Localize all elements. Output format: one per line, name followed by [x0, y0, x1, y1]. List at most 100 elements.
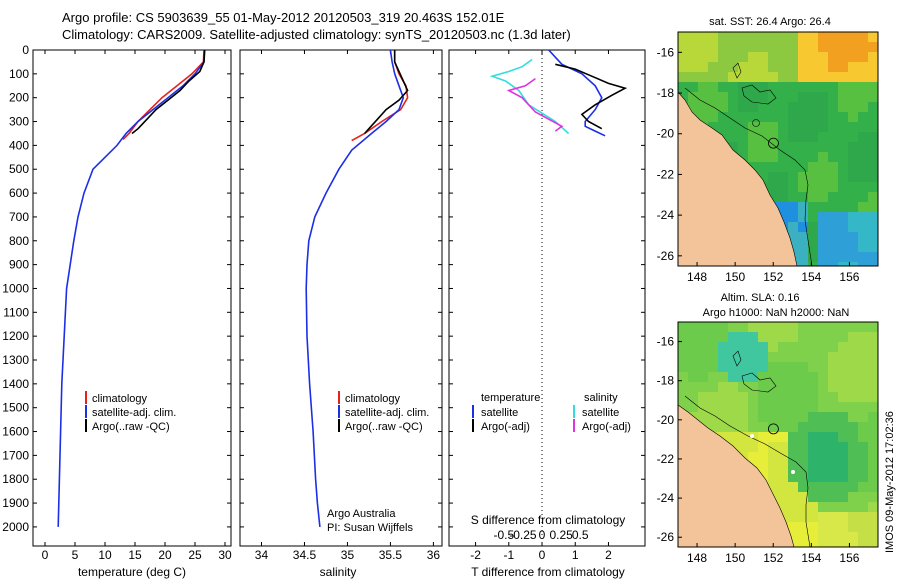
map-cell	[798, 42, 808, 52]
map-cell	[868, 372, 878, 382]
map-cell	[698, 32, 708, 42]
temperature-xtick-label-2: 10	[98, 548, 112, 562]
depth-tick-label-4: 400	[9, 138, 29, 152]
sst-shelf-contour	[684, 87, 813, 266]
map-cell	[828, 52, 838, 62]
map-cell	[818, 472, 828, 482]
map-cell	[828, 222, 838, 232]
map-cell	[678, 342, 688, 352]
map-cell	[808, 52, 818, 62]
difference-axes-box	[448, 49, 646, 547]
map-cell	[788, 432, 798, 442]
map-cell	[808, 242, 818, 252]
map-cell	[858, 92, 868, 102]
map-cell	[838, 352, 848, 362]
map-cell	[798, 502, 808, 512]
map-cell	[758, 152, 768, 162]
map-cell	[748, 132, 758, 142]
map-cell	[708, 412, 718, 422]
map-cell	[848, 142, 858, 152]
map-cell	[698, 362, 708, 372]
temperature-xtick-label-4: 20	[158, 548, 172, 562]
map-cell	[708, 422, 718, 432]
map-cell	[828, 182, 838, 192]
map-cell	[838, 372, 848, 382]
map-cell	[868, 432, 878, 442]
sla-lon-label-0: 148	[687, 551, 707, 565]
sst-lon-label-1: 150	[725, 270, 745, 284]
map-cell	[798, 202, 808, 212]
map-cell	[828, 172, 838, 182]
map-cell	[728, 362, 738, 372]
sal-legend-satellite-label: satellite-adj. clim.	[345, 407, 429, 419]
map-cell	[848, 152, 858, 162]
map-cell	[848, 422, 858, 432]
map-cell	[818, 52, 828, 62]
map-cell	[808, 492, 818, 502]
map-cell	[748, 342, 758, 352]
map-cell	[688, 372, 698, 382]
map-cell	[838, 42, 848, 52]
map-cell	[738, 62, 748, 72]
sla-lat-label-0: -16	[657, 335, 675, 349]
salinity-panel: 34 34.5 35 35.5 36 climatology satellite-adj…	[239, 49, 443, 579]
map-cell	[798, 102, 808, 112]
map-cell	[798, 462, 808, 472]
series-temperature-0	[122, 50, 205, 140]
map-cell	[848, 432, 858, 442]
map-cell	[778, 392, 788, 402]
map-cell	[778, 382, 788, 392]
map-cell	[698, 52, 708, 62]
map-cell	[818, 452, 828, 462]
map-cell	[808, 132, 818, 142]
map-cell	[778, 32, 788, 42]
map-cell	[768, 132, 778, 142]
map-cell	[808, 482, 818, 492]
map-cell	[808, 192, 818, 202]
map-cell	[728, 412, 738, 422]
map-cell	[788, 372, 798, 382]
map-cell	[768, 332, 778, 342]
map-cell	[758, 392, 768, 402]
sst-reef-1	[732, 62, 742, 79]
map-cell	[808, 122, 818, 132]
map-cell	[828, 162, 838, 172]
series-temperature-2	[131, 50, 206, 135]
map-cell	[708, 322, 718, 332]
map-cell	[808, 392, 818, 402]
map-cell	[848, 242, 858, 252]
depth-tick-label-19: 1900	[2, 496, 29, 510]
map-cell	[868, 172, 878, 182]
map-cell	[828, 212, 838, 222]
map-cell	[678, 352, 688, 362]
s-difference-label: S difference from climatology	[471, 513, 626, 527]
map-cell	[848, 392, 858, 402]
map-cell	[718, 62, 728, 72]
map-cell	[788, 362, 798, 372]
salinity-series	[305, 50, 409, 527]
map-cell	[858, 42, 868, 52]
map-cell	[808, 472, 818, 482]
map-cell	[708, 402, 718, 412]
map-cell	[818, 112, 828, 122]
map-cell	[748, 52, 758, 62]
map-cell	[848, 362, 858, 372]
map-cell	[688, 92, 698, 102]
map-cell	[838, 212, 848, 222]
map-cell	[838, 72, 848, 82]
map-cell	[818, 262, 828, 266]
salinity-xtick-label-3: 35.5	[379, 548, 403, 562]
map-cell	[858, 242, 868, 252]
map-cell	[688, 62, 698, 72]
map-cell	[748, 372, 758, 382]
map-cell	[718, 42, 728, 52]
salinity-xtick-label-4: 36	[427, 548, 441, 562]
series-salinity-1	[305, 50, 405, 527]
map-cell	[688, 32, 698, 42]
map-cell	[718, 72, 728, 82]
temperature-series	[57, 50, 206, 527]
map-cell	[768, 432, 778, 442]
sst-map-image	[678, 32, 878, 266]
depth-tick-label-11: 1100	[3, 305, 29, 319]
map-cell	[828, 442, 838, 452]
